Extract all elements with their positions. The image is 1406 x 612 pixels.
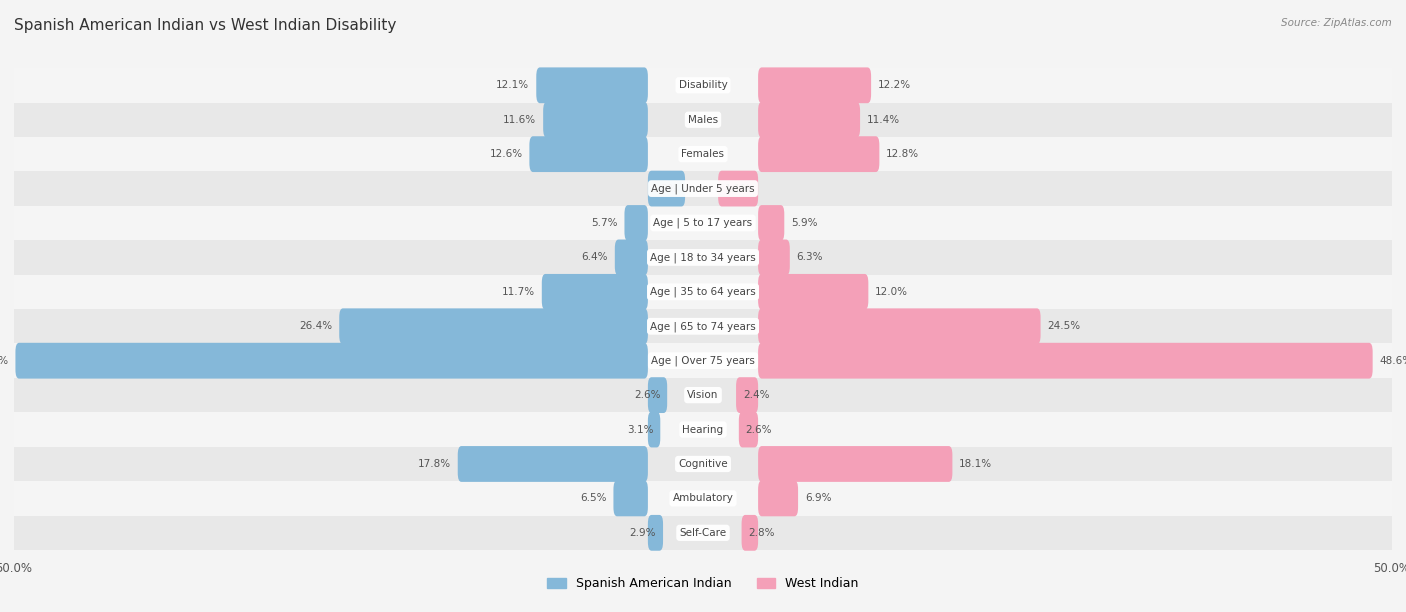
FancyBboxPatch shape — [758, 239, 790, 275]
FancyBboxPatch shape — [758, 343, 1372, 379]
FancyBboxPatch shape — [738, 412, 758, 447]
Text: 2.6%: 2.6% — [634, 390, 661, 400]
FancyBboxPatch shape — [648, 412, 661, 447]
Text: 12.6%: 12.6% — [489, 149, 523, 159]
Text: Age | 18 to 34 years: Age | 18 to 34 years — [650, 252, 756, 263]
Text: Hearing: Hearing — [682, 425, 724, 435]
Text: 26.4%: 26.4% — [299, 321, 332, 331]
FancyBboxPatch shape — [758, 274, 869, 310]
Text: Age | Over 75 years: Age | Over 75 years — [651, 356, 755, 366]
Text: Age | Under 5 years: Age | Under 5 years — [651, 184, 755, 194]
FancyBboxPatch shape — [758, 136, 879, 172]
FancyBboxPatch shape — [14, 481, 1392, 515]
Text: 48.6%: 48.6% — [1379, 356, 1406, 366]
Text: Vision: Vision — [688, 390, 718, 400]
Text: 24.5%: 24.5% — [1047, 321, 1081, 331]
Text: 1.1%: 1.1% — [725, 184, 752, 193]
FancyBboxPatch shape — [648, 171, 685, 206]
Text: Disability: Disability — [679, 80, 727, 91]
Text: 2.9%: 2.9% — [630, 528, 657, 538]
FancyBboxPatch shape — [14, 412, 1392, 447]
FancyBboxPatch shape — [758, 67, 872, 103]
Legend: Spanish American Indian, West Indian: Spanish American Indian, West Indian — [543, 572, 863, 595]
FancyBboxPatch shape — [14, 171, 1392, 206]
FancyBboxPatch shape — [14, 68, 1392, 102]
Text: 17.8%: 17.8% — [418, 459, 451, 469]
Text: Ambulatory: Ambulatory — [672, 493, 734, 504]
FancyBboxPatch shape — [614, 239, 648, 275]
FancyBboxPatch shape — [458, 446, 648, 482]
Text: 5.7%: 5.7% — [591, 218, 617, 228]
Text: 5.9%: 5.9% — [792, 218, 818, 228]
FancyBboxPatch shape — [14, 137, 1392, 171]
FancyBboxPatch shape — [741, 515, 758, 551]
Text: 2.6%: 2.6% — [745, 425, 772, 435]
Text: 12.1%: 12.1% — [496, 80, 530, 91]
Text: 18.1%: 18.1% — [959, 459, 993, 469]
FancyBboxPatch shape — [14, 515, 1392, 550]
Text: 6.9%: 6.9% — [806, 493, 831, 504]
Text: 2.8%: 2.8% — [748, 528, 775, 538]
FancyBboxPatch shape — [14, 241, 1392, 275]
FancyBboxPatch shape — [14, 206, 1392, 241]
FancyBboxPatch shape — [15, 343, 648, 379]
Text: 3.1%: 3.1% — [627, 425, 654, 435]
Text: Age | 5 to 17 years: Age | 5 to 17 years — [654, 218, 752, 228]
FancyBboxPatch shape — [14, 343, 1392, 378]
FancyBboxPatch shape — [14, 275, 1392, 309]
Text: Self-Care: Self-Care — [679, 528, 727, 538]
Text: Females: Females — [682, 149, 724, 159]
Text: Spanish American Indian vs West Indian Disability: Spanish American Indian vs West Indian D… — [14, 18, 396, 34]
Text: 11.6%: 11.6% — [503, 114, 536, 125]
FancyBboxPatch shape — [541, 274, 648, 310]
FancyBboxPatch shape — [624, 205, 648, 241]
Text: Males: Males — [688, 114, 718, 125]
Text: Source: ZipAtlas.com: Source: ZipAtlas.com — [1281, 18, 1392, 28]
Text: 49.9%: 49.9% — [0, 356, 8, 366]
FancyBboxPatch shape — [339, 308, 648, 344]
Text: Age | 35 to 64 years: Age | 35 to 64 years — [650, 286, 756, 297]
Text: Age | 65 to 74 years: Age | 65 to 74 years — [650, 321, 756, 332]
FancyBboxPatch shape — [530, 136, 648, 172]
FancyBboxPatch shape — [536, 67, 648, 103]
Text: Cognitive: Cognitive — [678, 459, 728, 469]
FancyBboxPatch shape — [543, 102, 648, 138]
FancyBboxPatch shape — [758, 480, 799, 517]
FancyBboxPatch shape — [14, 378, 1392, 412]
FancyBboxPatch shape — [648, 377, 668, 413]
FancyBboxPatch shape — [648, 515, 664, 551]
FancyBboxPatch shape — [758, 308, 1040, 344]
Text: 6.4%: 6.4% — [582, 252, 607, 263]
FancyBboxPatch shape — [758, 102, 860, 138]
Text: 11.4%: 11.4% — [868, 114, 900, 125]
Text: 12.0%: 12.0% — [875, 287, 908, 297]
Text: 2.4%: 2.4% — [742, 390, 769, 400]
FancyBboxPatch shape — [14, 309, 1392, 343]
FancyBboxPatch shape — [737, 377, 758, 413]
FancyBboxPatch shape — [14, 447, 1392, 481]
Text: 6.3%: 6.3% — [797, 252, 823, 263]
Text: 1.3%: 1.3% — [652, 184, 678, 193]
FancyBboxPatch shape — [718, 171, 758, 206]
FancyBboxPatch shape — [758, 446, 952, 482]
Text: 11.7%: 11.7% — [502, 287, 534, 297]
Text: 6.5%: 6.5% — [581, 493, 606, 504]
FancyBboxPatch shape — [14, 102, 1392, 137]
FancyBboxPatch shape — [758, 205, 785, 241]
Text: 12.2%: 12.2% — [877, 80, 911, 91]
Text: 12.8%: 12.8% — [886, 149, 920, 159]
FancyBboxPatch shape — [613, 480, 648, 517]
